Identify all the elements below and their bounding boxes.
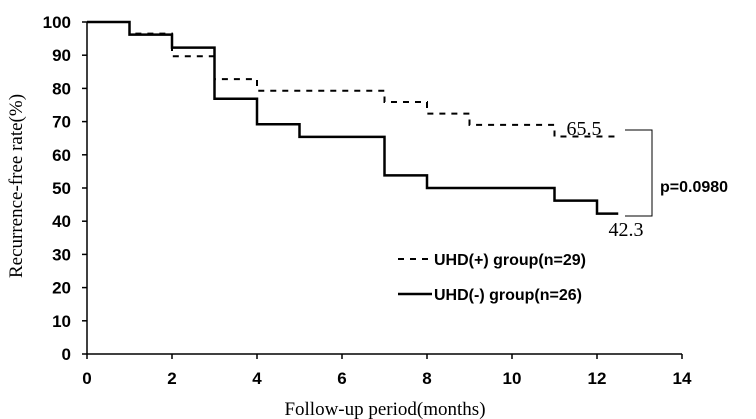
y-tick-label: 60 — [52, 146, 71, 165]
curve-uhd-plus — [87, 21, 619, 138]
y-tick-label: 40 — [52, 212, 71, 231]
y-tick-label: 10 — [52, 312, 71, 331]
y-ticks: 0 10 20 30 40 50 60 70 80 90 100 — [43, 13, 87, 364]
p-value-label: p=0.0980 — [660, 179, 728, 196]
y-tick-label: 0 — [62, 345, 71, 364]
x-tick-label: 8 — [422, 369, 431, 388]
y-tick-label: 30 — [52, 245, 71, 264]
x-tick-label: 14 — [673, 369, 692, 388]
y-tick-label: 80 — [52, 79, 71, 98]
x-tick-label: 12 — [588, 369, 607, 388]
x-tick-label: 6 — [337, 369, 346, 388]
axes — [86, 22, 682, 355]
p-value-bracket — [625, 129, 653, 217]
y-tick-label: 70 — [52, 113, 71, 132]
x-tick-label: 4 — [252, 369, 262, 388]
survival-curves — [87, 20, 619, 215]
legend-label-uhd-minus: UHD(-) group(n=26) — [434, 287, 582, 304]
y-axis-title: Recurrence-free rate(%) — [6, 94, 27, 278]
y-tick-label: 100 — [43, 13, 71, 32]
x-tick-label: 10 — [503, 369, 522, 388]
y-tick-label: 50 — [52, 179, 71, 198]
y-tick-label: 20 — [52, 279, 71, 298]
x-ticks: 0 2 4 6 8 10 12 14 — [82, 354, 692, 388]
x-axis-title: Follow-up period(months) — [284, 399, 485, 419]
x-tick-label: 2 — [167, 369, 176, 388]
legend-label-uhd-plus: UHD(+) group(n=29) — [434, 252, 586, 269]
annotation-uhd-minus-final: 42.3 — [609, 219, 644, 241]
x-tick-label: 0 — [82, 369, 91, 388]
curve-uhd-minus — [87, 20, 619, 215]
legend: UHD(+) group(n=29) UHD(-) group(n=26) — [398, 252, 586, 304]
y-tick-label: 90 — [52, 46, 71, 65]
annotation-uhd-plus-final: 65.5 — [567, 118, 602, 140]
